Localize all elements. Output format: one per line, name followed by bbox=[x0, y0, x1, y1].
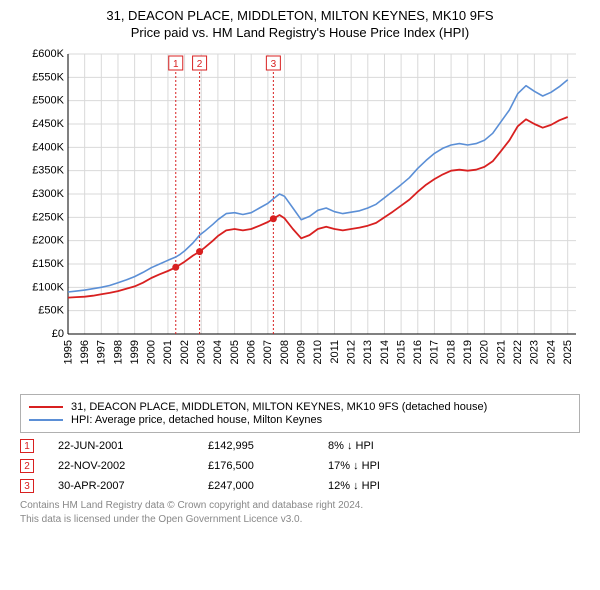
sale-row-2: 2 22-NOV-2002 £176,500 17% ↓ HPI bbox=[20, 459, 580, 473]
svg-text:2014: 2014 bbox=[379, 340, 391, 364]
svg-text:2005: 2005 bbox=[229, 340, 241, 364]
sale-date-3: 30-APR-2007 bbox=[34, 480, 208, 492]
svg-text:2004: 2004 bbox=[212, 340, 224, 364]
svg-text:£600K: £600K bbox=[32, 48, 64, 60]
svg-text:2016: 2016 bbox=[412, 340, 424, 364]
svg-text:2012: 2012 bbox=[345, 340, 357, 364]
legend-item-hpi: HPI: Average price, detached house, Milt… bbox=[29, 414, 571, 426]
svg-text:2023: 2023 bbox=[529, 340, 541, 364]
sale-marker-2: 2 bbox=[20, 459, 34, 473]
svg-text:£50K: £50K bbox=[38, 305, 64, 317]
title-block: 31, DEACON PLACE, MIDDLETON, MILTON KEYN… bbox=[10, 8, 590, 40]
sale-date-1: 22-JUN-2001 bbox=[34, 440, 208, 452]
svg-text:1996: 1996 bbox=[79, 340, 91, 364]
svg-text:2011: 2011 bbox=[329, 340, 341, 364]
svg-text:2020: 2020 bbox=[479, 340, 491, 364]
sale-diff-2: 17% ↓ HPI bbox=[328, 460, 380, 472]
svg-text:2003: 2003 bbox=[196, 340, 208, 364]
legend-label-hpi: HPI: Average price, detached house, Milt… bbox=[71, 414, 322, 426]
svg-text:£550K: £550K bbox=[32, 71, 64, 83]
title-address: 31, DEACON PLACE, MIDDLETON, MILTON KEYN… bbox=[10, 8, 590, 23]
legend: 31, DEACON PLACE, MIDDLETON, MILTON KEYN… bbox=[20, 394, 580, 433]
sale-marker-1: 1 bbox=[20, 439, 34, 453]
plot-area: £0 £50K £100K £150K £200K £250K £300K £350K £400… bbox=[20, 48, 580, 388]
sale-price-2: £176,500 bbox=[208, 460, 328, 472]
title-subtitle: Price paid vs. HM Land Registry's House … bbox=[10, 25, 590, 40]
chart-svg: £0 £50K £100K £150K £200K £250K £300K £350K £400… bbox=[20, 48, 580, 388]
svg-text:2017: 2017 bbox=[429, 340, 441, 364]
sale-row-3: 3 30-APR-2007 £247,000 12% ↓ HPI bbox=[20, 479, 580, 493]
footer: Contains HM Land Registry data © Crown c… bbox=[20, 499, 580, 526]
svg-text:£100K: £100K bbox=[32, 281, 64, 293]
svg-text:2018: 2018 bbox=[445, 340, 457, 364]
svg-text:£400K: £400K bbox=[32, 141, 64, 153]
svg-text:2009: 2009 bbox=[295, 340, 307, 364]
footer-line-1: Contains HM Land Registry data © Crown c… bbox=[20, 499, 580, 513]
svg-text:2010: 2010 bbox=[312, 340, 324, 364]
sale-date-2: 22-NOV-2002 bbox=[34, 460, 208, 472]
svg-text:2022: 2022 bbox=[512, 340, 524, 364]
sale-marker-3: 3 bbox=[20, 479, 34, 493]
legend-swatch-hpi bbox=[29, 419, 63, 421]
svg-text:3: 3 bbox=[271, 59, 277, 70]
svg-text:£250K: £250K bbox=[32, 211, 64, 223]
sale-diff-1: 8% ↓ HPI bbox=[328, 440, 374, 452]
svg-text:2021: 2021 bbox=[495, 340, 507, 364]
svg-text:1: 1 bbox=[173, 59, 179, 70]
legend-swatch-property bbox=[29, 406, 63, 408]
svg-text:£300K: £300K bbox=[32, 188, 64, 200]
svg-text:2: 2 bbox=[197, 59, 203, 70]
svg-text:1995: 1995 bbox=[62, 340, 74, 364]
svg-text:£350K: £350K bbox=[32, 165, 64, 177]
svg-text:£500K: £500K bbox=[32, 95, 64, 107]
svg-text:2002: 2002 bbox=[179, 340, 191, 364]
sale-row-1: 1 22-JUN-2001 £142,995 8% ↓ HPI bbox=[20, 439, 580, 453]
svg-text:2008: 2008 bbox=[279, 340, 291, 364]
svg-text:2001: 2001 bbox=[162, 340, 174, 364]
legend-item-property: 31, DEACON PLACE, MIDDLETON, MILTON KEYN… bbox=[29, 401, 571, 413]
svg-text:£200K: £200K bbox=[32, 235, 64, 247]
svg-text:2019: 2019 bbox=[462, 340, 474, 364]
svg-text:£0: £0 bbox=[52, 328, 64, 340]
sale-diff-3: 12% ↓ HPI bbox=[328, 480, 380, 492]
svg-text:2000: 2000 bbox=[146, 340, 158, 364]
svg-text:£150K: £150K bbox=[32, 258, 64, 270]
svg-text:1999: 1999 bbox=[129, 340, 141, 364]
svg-text:2025: 2025 bbox=[562, 340, 574, 364]
svg-text:2006: 2006 bbox=[246, 340, 258, 364]
svg-text:2013: 2013 bbox=[362, 340, 374, 364]
svg-text:1997: 1997 bbox=[96, 340, 108, 364]
svg-text:2024: 2024 bbox=[545, 340, 557, 364]
svg-text:£450K: £450K bbox=[32, 118, 64, 130]
sale-price-3: £247,000 bbox=[208, 480, 328, 492]
legend-label-property: 31, DEACON PLACE, MIDDLETON, MILTON KEYN… bbox=[71, 401, 487, 413]
footer-line-2: This data is licensed under the Open Gov… bbox=[20, 513, 580, 527]
svg-text:1998: 1998 bbox=[112, 340, 124, 364]
sales-table: 1 22-JUN-2001 £142,995 8% ↓ HPI 2 22-NOV… bbox=[20, 439, 580, 493]
chart-container: 31, DEACON PLACE, MIDDLETON, MILTON KEYN… bbox=[0, 0, 600, 532]
svg-text:2015: 2015 bbox=[395, 340, 407, 364]
sale-price-1: £142,995 bbox=[208, 440, 328, 452]
svg-text:2007: 2007 bbox=[262, 340, 274, 364]
